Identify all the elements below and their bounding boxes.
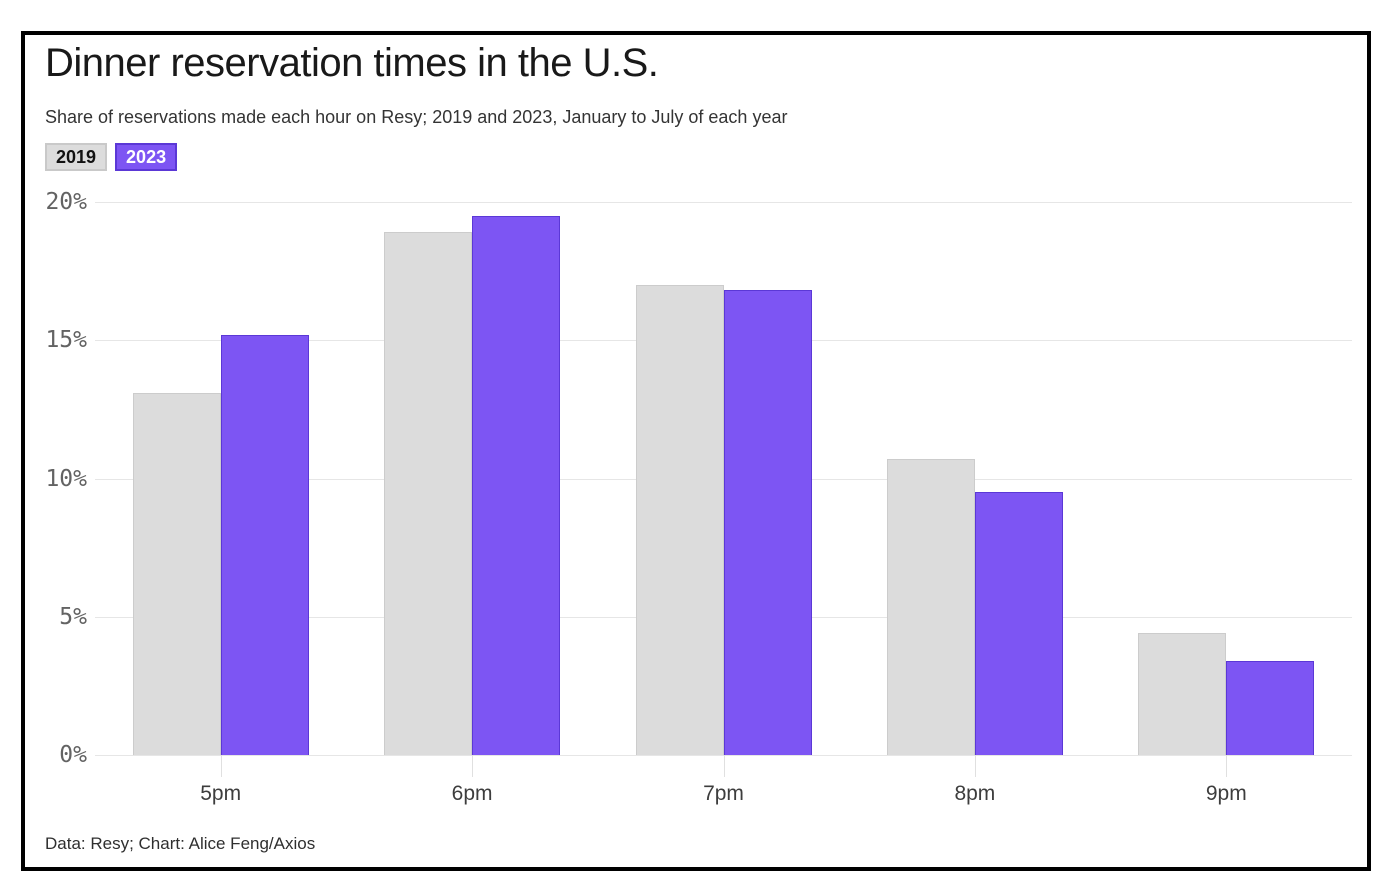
plot-area: 0% 5% 10% 15% 20% 5pm 6pm 7pm 8pm 9pm bbox=[45, 189, 1352, 805]
bar-2023-8pm bbox=[974, 492, 1063, 755]
x-axis-label-7pm: 7pm bbox=[703, 782, 744, 805]
y-axis-label-15: 15% bbox=[45, 327, 87, 354]
bar-2019-8pm bbox=[886, 459, 975, 755]
bar-2019-7pm bbox=[635, 284, 724, 755]
chart-title: Dinner reservation times in the U.S. bbox=[45, 41, 659, 85]
bar-2023-6pm bbox=[472, 215, 561, 755]
bar-2019-5pm bbox=[132, 392, 221, 755]
source-credit: Data: Resy; Chart: Alice Feng/Axios bbox=[45, 834, 316, 853]
x-axis-label-6pm: 6pm bbox=[451, 782, 493, 805]
chart-subtitle: Share of reservations made each hour on … bbox=[45, 107, 788, 127]
x-axis-tick-6pm bbox=[472, 755, 474, 777]
x-axis-tick-7pm bbox=[723, 755, 725, 777]
y-axis-label-5: 5% bbox=[59, 603, 87, 630]
x-axis-tick-8pm bbox=[974, 755, 976, 777]
y-axis-label-10: 10% bbox=[45, 465, 87, 492]
x-axis-tick-5pm bbox=[220, 755, 222, 777]
gridline-20 bbox=[95, 202, 1352, 203]
y-axis-label-0: 0% bbox=[59, 742, 87, 768]
legend-chip-2019: 2019 bbox=[45, 143, 108, 171]
chart-card: Dinner reservation times in the U.S. Sha… bbox=[21, 31, 1371, 871]
legend-chip-2023: 2023 bbox=[115, 143, 178, 171]
y-axis-label-20: 20% bbox=[45, 189, 87, 215]
bar-2023-7pm bbox=[723, 290, 812, 755]
legend: 2019 2023 bbox=[45, 143, 178, 171]
x-axis-label-8pm: 8pm bbox=[954, 782, 996, 805]
bar-2023-5pm bbox=[220, 334, 309, 755]
bar-2019-6pm bbox=[384, 232, 473, 755]
x-axis-label-9pm: 9pm bbox=[1205, 782, 1247, 805]
bar-2023-9pm bbox=[1226, 660, 1315, 755]
bar-2019-9pm bbox=[1138, 633, 1227, 755]
x-axis-tick-9pm bbox=[1226, 755, 1228, 777]
x-axis-label-5pm: 5pm bbox=[200, 782, 242, 805]
